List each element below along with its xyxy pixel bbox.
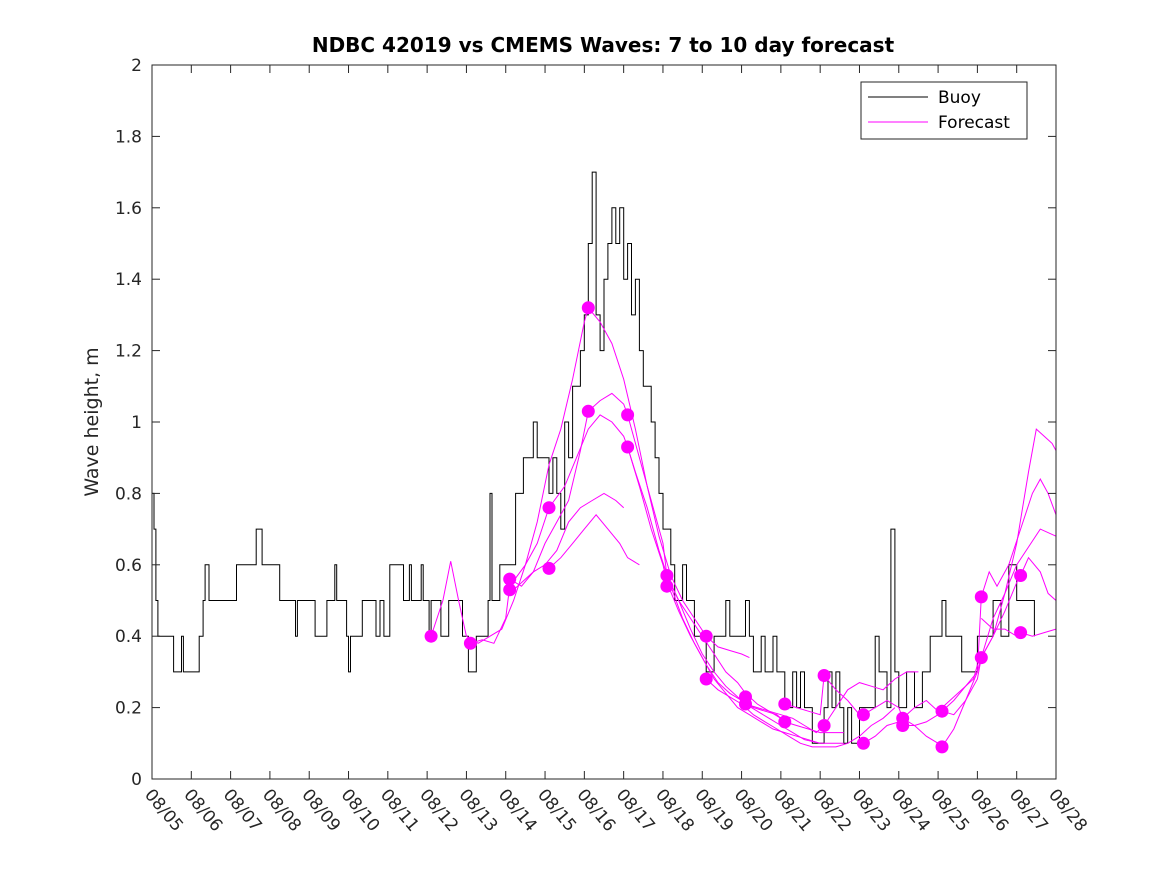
forecast-marker-13 bbox=[699, 629, 713, 643]
forecast-marker-2 bbox=[463, 636, 477, 650]
forecast-marker-14 bbox=[699, 672, 713, 686]
forecast-marker-21 bbox=[856, 708, 870, 722]
forecast-marker-3 bbox=[503, 583, 517, 597]
forecast-marker-7 bbox=[581, 301, 595, 315]
forecast-marker-27 bbox=[974, 590, 988, 604]
forecast-marker-12 bbox=[660, 579, 674, 593]
y-tick-label: 0 bbox=[131, 770, 142, 790]
forecast-marker-1 bbox=[424, 629, 438, 643]
forecast-line-6 bbox=[627, 446, 844, 744]
forecast-marker-26 bbox=[935, 740, 949, 754]
y-tick-label: 0.4 bbox=[115, 627, 142, 647]
forecast-marker-29 bbox=[1014, 569, 1028, 582]
forecast-marker-5 bbox=[542, 501, 556, 515]
forecast-marker-19 bbox=[817, 669, 831, 682]
forecast-marker-4 bbox=[503, 572, 517, 586]
forecast-line-9 bbox=[745, 671, 919, 734]
forecast-marker-22 bbox=[856, 736, 870, 750]
forecast-marker-11 bbox=[660, 569, 674, 582]
forecast-line-10 bbox=[784, 664, 978, 720]
plot-area bbox=[152, 65, 1056, 779]
forecast-line-5 bbox=[548, 514, 640, 569]
forecast-line-3 bbox=[509, 392, 821, 744]
forecast-marker-20 bbox=[817, 719, 831, 732]
y-tick-label: 0.8 bbox=[115, 484, 142, 504]
y-tick-label: 1.2 bbox=[115, 342, 142, 362]
forecast-marker-10 bbox=[621, 440, 635, 454]
forecast-marker-28 bbox=[974, 651, 988, 665]
forecast-marker-30 bbox=[1014, 626, 1028, 640]
legend: Buoy Forecast bbox=[860, 81, 1028, 140]
legend-box bbox=[860, 81, 1028, 140]
y-tick-label: 1.8 bbox=[115, 127, 142, 147]
forecast-marker-17 bbox=[778, 697, 792, 711]
y-tick-label: 0.2 bbox=[115, 699, 142, 719]
forecast-marker-25 bbox=[935, 704, 949, 718]
forecast-marker-6 bbox=[542, 561, 556, 575]
forecast-marker-16 bbox=[739, 697, 752, 711]
buoy-series bbox=[152, 171, 1035, 744]
forecast-marker-8 bbox=[581, 404, 595, 418]
chart-title: NDBC 42019 vs CMEMS Waves: 7 to 10 day f… bbox=[312, 33, 895, 57]
forecast-line-8 bbox=[705, 678, 896, 748]
forecast-marker-9 bbox=[621, 408, 635, 422]
legend-buoy-label: Buoy bbox=[938, 88, 981, 108]
y-tick-label: 0.6 bbox=[115, 556, 142, 576]
forecast-marker-18 bbox=[778, 715, 792, 729]
y-tick-label: 1.4 bbox=[115, 270, 142, 290]
forecast-line-4 bbox=[509, 492, 625, 587]
y-tick-label: 1.6 bbox=[115, 199, 142, 219]
y-axis: 0 0.2 0.4 0.6 0.8 1 1.2 1.4 1.6 1.8 2 bbox=[115, 56, 1056, 790]
y-axis-label: Wave height, m bbox=[81, 347, 103, 496]
forecast-markers bbox=[424, 301, 1028, 754]
legend-forecast-label: Forecast bbox=[938, 113, 1010, 133]
forecast-line-13 bbox=[941, 428, 1057, 716]
buoy-line bbox=[152, 171, 1035, 744]
y-tick-label: 1 bbox=[131, 413, 142, 433]
y-tick-label: 2 bbox=[131, 56, 142, 76]
forecast-marker-24 bbox=[896, 719, 910, 732]
